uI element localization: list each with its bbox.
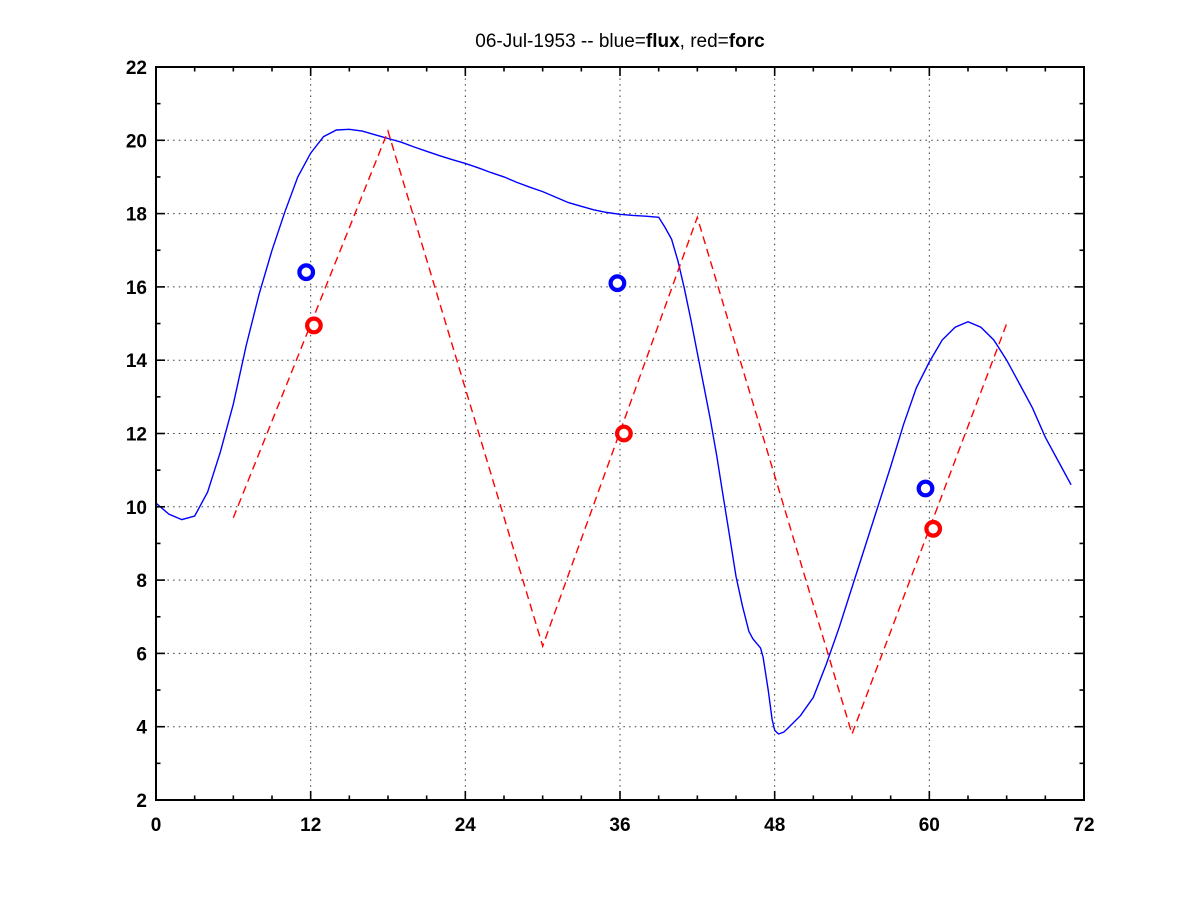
chart-title: 06-Jul-1953 -- blue=flux, red=forc	[156, 31, 1084, 53]
x-tick-label: 12	[300, 815, 321, 836]
y-tick-label: 8	[136, 571, 147, 592]
y-tick-label: 20	[126, 131, 147, 152]
flux-markers	[297, 263, 935, 498]
y-tick-label: 22	[126, 58, 147, 79]
title-text: 06-Jul-1953 -- blue=	[475, 31, 646, 52]
title-text: , red=	[679, 31, 729, 52]
forc-line	[232, 128, 1008, 737]
flux-marker	[916, 479, 935, 498]
x-tick-label: 72	[1073, 815, 1094, 836]
forc-markers	[305, 316, 943, 538]
y-tick-label: 6	[136, 644, 147, 665]
x-tick-label: 0	[151, 815, 162, 836]
y-tick-label: 4	[136, 718, 147, 739]
y-tick-label: 2	[136, 791, 147, 812]
x-tick-label: 24	[455, 815, 477, 836]
title-series-name: flux	[645, 31, 680, 52]
forc-marker	[305, 316, 323, 335]
flux-marker	[608, 274, 627, 293]
grid-lines	[156, 67, 1084, 800]
x-tick-label: 36	[609, 815, 630, 836]
forc-marker	[924, 519, 943, 538]
flux-line	[155, 128, 1072, 735]
y-tick-label: 16	[126, 278, 147, 299]
y-tick-label: 10	[126, 498, 147, 519]
tick-marks	[155, 66, 1085, 801]
y-tick-label: 14	[126, 351, 148, 372]
y-tick-label: 12	[126, 425, 147, 446]
y-tick-label: 18	[126, 205, 147, 226]
forc-marker	[615, 424, 633, 443]
flux-marker	[297, 263, 316, 282]
title-series-name: forc	[728, 31, 765, 52]
x-tick-label: 60	[919, 815, 940, 836]
x-tick-label: 48	[764, 815, 785, 836]
